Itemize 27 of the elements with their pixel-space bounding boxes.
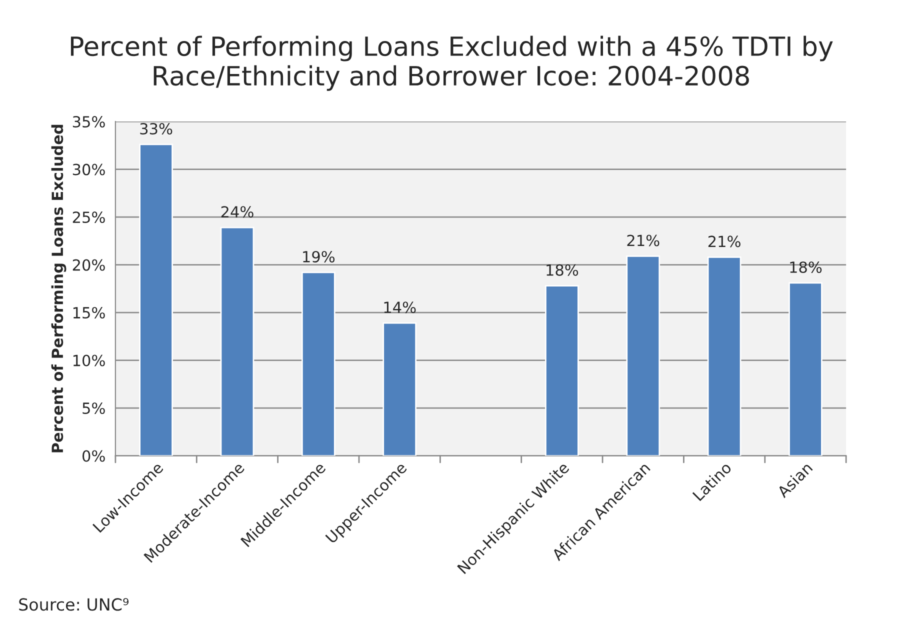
bar (788, 282, 822, 456)
y-tick-label: 10% (73, 354, 105, 366)
data-label: 19% (303, 250, 335, 263)
y-tick-label: 35% (72, 116, 105, 128)
bar (301, 272, 336, 456)
data-label: 33% (140, 122, 172, 135)
data-label: 21% (627, 234, 660, 246)
bar (545, 285, 579, 456)
bar (707, 256, 742, 456)
y-tick-label: 30% (72, 164, 105, 176)
source-note: Source: UNC⁹ (19, 598, 129, 611)
bar (220, 226, 254, 456)
bar (626, 255, 660, 456)
data-label: 24% (221, 206, 254, 218)
y-tick-label: 5% (82, 402, 105, 414)
data-label: 14% (384, 302, 416, 314)
bar (139, 144, 173, 456)
data-label: 21% (708, 236, 740, 248)
y-tick-label: 15% (73, 306, 105, 319)
data-label: 18% (790, 261, 822, 274)
y-axis-title: Percent of Performing Loans Excluded (51, 124, 66, 452)
y-tick-label: 0% (82, 450, 105, 462)
bar (382, 322, 417, 456)
chart-title: Percent of Performing Loans Excluded with a 45% TDTI by Race/Ethnicity and Borrower Icoe: 2004-2008 (70, 36, 833, 91)
y-tick-label: 25% (72, 211, 105, 224)
y-tick-label: 20% (72, 259, 105, 271)
data-label: 18% (546, 264, 578, 276)
